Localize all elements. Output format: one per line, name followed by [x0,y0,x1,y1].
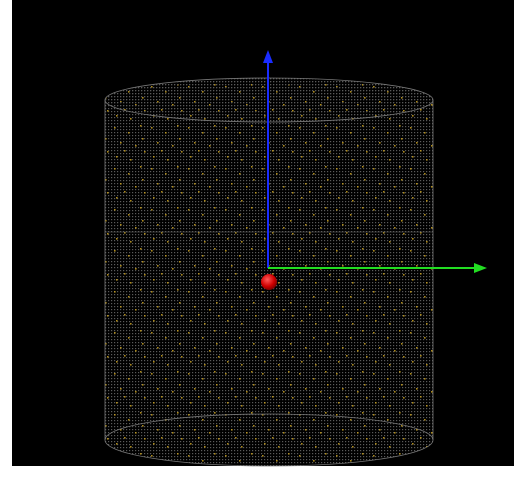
origin-sphere [261,274,277,290]
viewport [0,0,524,493]
page: Cylinder view html, body { margin: 0; pa… [0,0,524,493]
page-body: {} [0,0,524,493]
